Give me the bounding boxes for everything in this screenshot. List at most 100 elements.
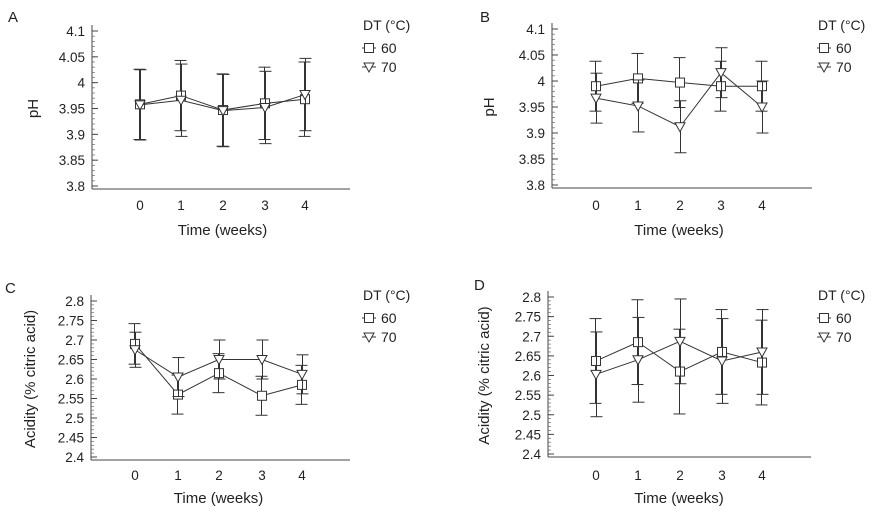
data-point bbox=[590, 93, 602, 105]
legend-label: 60 bbox=[836, 40, 852, 56]
legend-label: 70 bbox=[381, 59, 397, 75]
series-60 bbox=[589, 52, 768, 112]
y-tick-label: 3.8 bbox=[66, 179, 85, 194]
y-tick-label: 3.9 bbox=[66, 127, 85, 142]
y-tick-label: 2.4 bbox=[65, 450, 84, 465]
data-point bbox=[296, 369, 308, 381]
legend-label: 70 bbox=[836, 59, 852, 75]
series-60 bbox=[133, 59, 311, 147]
panel-d: D 2.4 2.45 2.5 2.55 2.6 2.65 2.7 2.75 2.8 0 1 2 3 4 Tim… bbox=[474, 277, 865, 507]
x-tick-label: 4 bbox=[758, 198, 766, 213]
x-tick-label: 3 bbox=[258, 468, 266, 483]
y-tick-label: 4.1 bbox=[66, 24, 85, 39]
y-tick-label: 2.8 bbox=[65, 294, 84, 309]
legend-marker-triangle-down bbox=[818, 332, 830, 344]
x-tick-label: 0 bbox=[131, 468, 139, 483]
y-tick-label: 2.6 bbox=[65, 372, 84, 387]
x-tick-label: 2 bbox=[219, 198, 227, 213]
panel-b: B 3.8 3.85 3.9 3.95 4 4.05 4.1 0 1 2 3 4 Time (weeks)… bbox=[480, 9, 865, 239]
x-tick-label: 3 bbox=[718, 468, 726, 483]
x-tick-label: 2 bbox=[676, 468, 684, 483]
x-tick-label: 0 bbox=[592, 468, 600, 483]
y-tick-label: 4 bbox=[77, 76, 85, 91]
x-tick-label: 3 bbox=[717, 198, 725, 213]
legend-marker-square bbox=[819, 313, 829, 323]
legend-marker-triangle-down bbox=[363, 62, 375, 74]
y-tick-label: 2.8 bbox=[522, 290, 541, 305]
legend-title: DT (°C) bbox=[818, 287, 865, 303]
y-tick-label: 3.9 bbox=[526, 126, 545, 141]
panel-a: A 3.8 3.85 3.9 3.95 4 4.05 4.1 0 1 2 3 4 Time (weeks)… bbox=[8, 9, 410, 239]
x-tick-label: 0 bbox=[136, 198, 144, 213]
y-tick-label: 2.65 bbox=[58, 353, 84, 368]
data-point bbox=[674, 122, 686, 133]
y-tick-label: 2.4 bbox=[522, 447, 541, 462]
data-point bbox=[259, 102, 271, 114]
panel-c: C 2.4 2.45 2.5 2.55 2.6 2.65 2.7 2.75 2.8 0 1 2 3 4 Tim… bbox=[5, 280, 410, 507]
y-tick-label: 3.85 bbox=[519, 152, 545, 167]
x-tick-label: 1 bbox=[634, 468, 642, 483]
data-point bbox=[134, 100, 146, 111]
data-point bbox=[175, 95, 187, 107]
x-tick-label: 1 bbox=[174, 468, 182, 483]
y-axis-label: Acidity (% citric acid) bbox=[22, 310, 39, 448]
y-tick-label: 4.05 bbox=[59, 50, 85, 65]
x-tick-label: 4 bbox=[758, 468, 766, 483]
x-tick-label: 4 bbox=[298, 468, 306, 483]
series-70 bbox=[590, 298, 769, 418]
y-tick-label: 3.95 bbox=[519, 100, 545, 115]
y-tick-label: 2.65 bbox=[515, 349, 541, 364]
x-tick-label: 3 bbox=[261, 198, 269, 213]
y-tick-label: 2.7 bbox=[522, 329, 541, 344]
series-60 bbox=[128, 323, 308, 416]
y-tick-label: 2.6 bbox=[522, 369, 541, 384]
data-point bbox=[716, 356, 728, 368]
legend-title: DT (°C) bbox=[363, 17, 410, 33]
x-tick-label: 2 bbox=[215, 468, 223, 483]
y-tick-label: 4.1 bbox=[526, 22, 545, 37]
series-70 bbox=[129, 331, 309, 398]
data-point bbox=[257, 390, 267, 401]
data-point bbox=[590, 369, 602, 381]
y-tick-label: 3.95 bbox=[59, 102, 85, 117]
y-tick-label: 2.45 bbox=[515, 427, 541, 442]
x-axis-label: Time (weeks) bbox=[634, 490, 723, 507]
y-tick-label: 2.7 bbox=[65, 333, 84, 348]
y-tick-label: 2.75 bbox=[515, 310, 541, 325]
legend-label: 70 bbox=[381, 329, 397, 345]
x-tick-label: 1 bbox=[177, 198, 185, 213]
x-tick-label: 0 bbox=[592, 198, 600, 213]
x-tick-label: 2 bbox=[676, 198, 684, 213]
y-axis-label: pH bbox=[481, 97, 498, 116]
panel-label: C bbox=[5, 280, 16, 297]
y-tick-label: 2.75 bbox=[58, 314, 84, 329]
y-tick-label: 3.85 bbox=[59, 153, 85, 168]
data-point bbox=[756, 102, 768, 114]
y-axis-label: Acidity (% citric acid) bbox=[476, 306, 493, 444]
legend-label: 60 bbox=[836, 310, 852, 326]
y-tick-label: 2.5 bbox=[522, 408, 541, 423]
series-70 bbox=[134, 57, 312, 148]
legend: DT (°C) 60 70 bbox=[362, 17, 410, 75]
legend-label: 60 bbox=[381, 310, 397, 326]
y-tick-label: 2.45 bbox=[58, 431, 84, 446]
x-tick-label: 4 bbox=[301, 198, 309, 213]
legend-label: 70 bbox=[836, 329, 852, 345]
legend: DT (°C) 60 70 bbox=[817, 287, 865, 345]
legend-marker-triangle-down bbox=[363, 332, 375, 344]
legend-marker-square bbox=[819, 43, 829, 53]
y-axis-label: pH bbox=[25, 99, 42, 118]
x-tick-label: 1 bbox=[634, 198, 642, 213]
y-tick-label: 2.55 bbox=[58, 392, 84, 407]
y-tick-label: 2.5 bbox=[65, 411, 84, 426]
data-point bbox=[674, 336, 686, 348]
x-axis-label: Time (weeks) bbox=[634, 222, 723, 239]
x-axis-label: Time (weeks) bbox=[178, 222, 267, 239]
y-tick-label: 4 bbox=[537, 74, 545, 89]
y-tick-label: 4.05 bbox=[519, 48, 545, 63]
legend-title: DT (°C) bbox=[363, 287, 410, 303]
legend: DT (°C) 60 70 bbox=[362, 287, 410, 345]
data-point bbox=[213, 355, 225, 366]
data-point bbox=[129, 345, 141, 356]
